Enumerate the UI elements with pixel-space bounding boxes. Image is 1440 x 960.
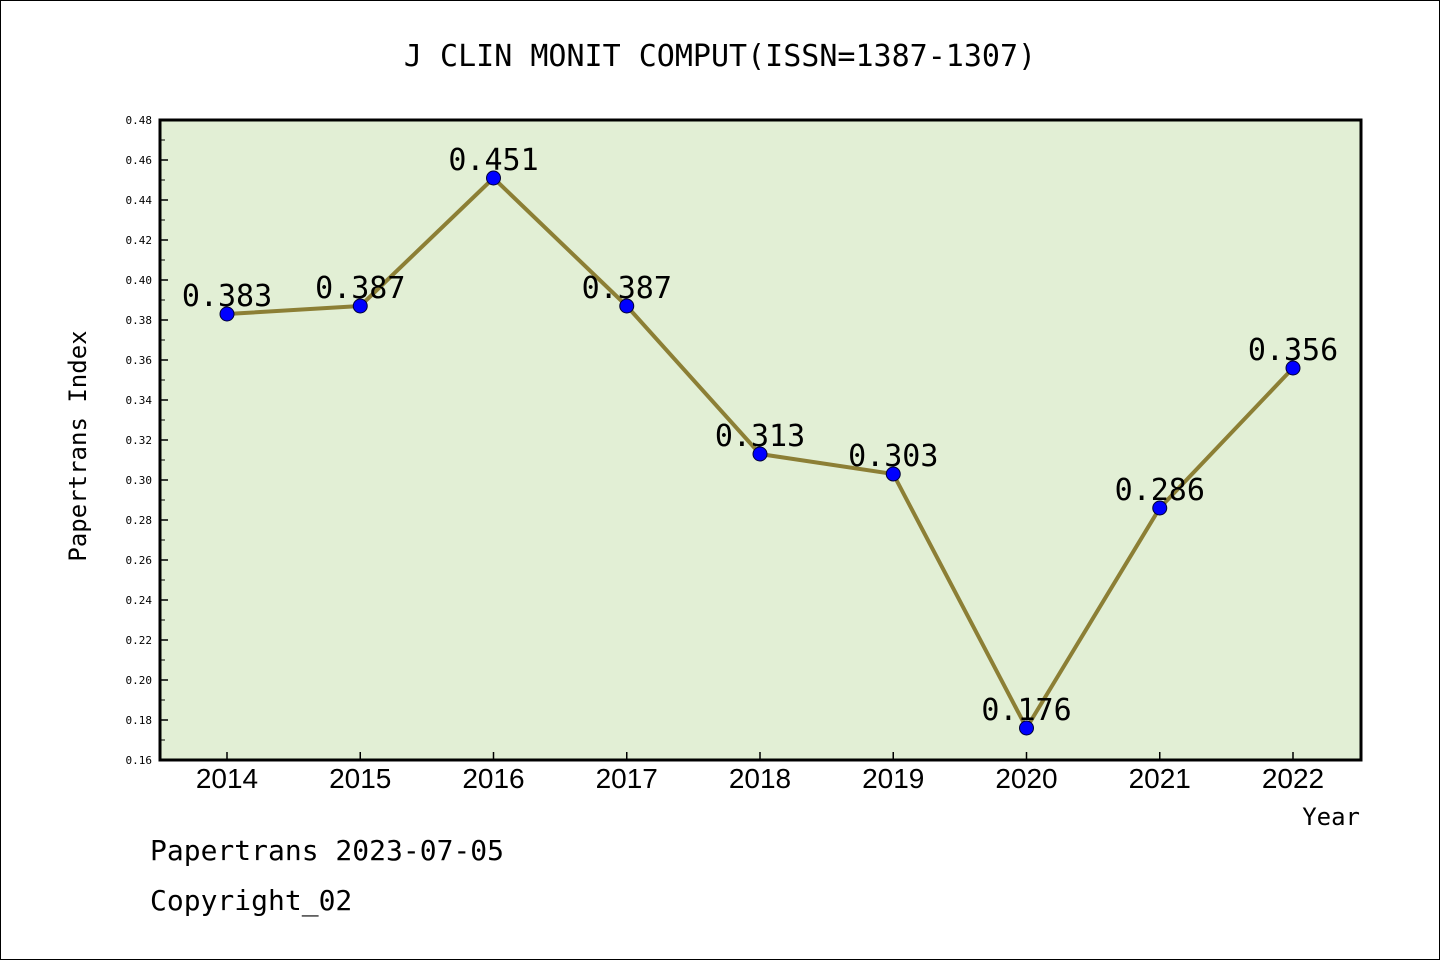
y-tick-label: 0.34 (126, 394, 153, 407)
y-tick-label: 0.36 (126, 354, 153, 367)
data-point-2022 (1285, 360, 1301, 376)
data-label-2020: 0.176 (981, 693, 1071, 728)
y-tick-label: 0.40 (126, 274, 153, 287)
data-point-2019 (885, 466, 901, 482)
data-label-2014: 0.383 (182, 279, 272, 314)
x-tick-label-2021: 2021 (1129, 763, 1191, 794)
y-axis-tick-labels: 0.16 0.18 0.20 0.22 0.24 0.26 0.28 0.30 0.32 0.34… (126, 114, 153, 767)
y-tick-label: 0.24 (126, 594, 153, 607)
data-point-2018 (752, 446, 768, 462)
data-labels: 0.383 0.387 0.451 0.387 0.313 0.303 0.176 0.286… (182, 143, 1338, 728)
data-label-2022: 0.356 (1248, 333, 1338, 368)
y-tick-label: 0.18 (126, 714, 153, 727)
data-point-2017 (619, 298, 635, 314)
data-point-2020 (1019, 720, 1034, 736)
plot-area (158, 118, 1363, 762)
data-label-2018: 0.313 (715, 419, 805, 454)
y-tick-label: 0.16 (126, 754, 153, 767)
x-axis-ticks (226, 752, 1294, 760)
y-tick-label: 0.20 (126, 674, 153, 687)
y-tick-label: 0.32 (126, 434, 153, 447)
footer-date: Papertrans 2023-07-05 (150, 834, 505, 867)
data-label-2021: 0.286 (1115, 473, 1205, 508)
y-tick-label: 0.42 (126, 234, 153, 247)
footer-copyright: Copyright_02 (150, 884, 353, 917)
y-axis-label: Papertrans Index (64, 330, 92, 561)
data-label-2015: 0.387 (315, 271, 405, 306)
data-points (219, 170, 1301, 736)
x-tick-label-2015: 2015 (329, 763, 391, 794)
x-tick-label-2022: 2022 (1262, 763, 1324, 794)
x-tick-label-2014: 2014 (196, 763, 258, 794)
x-tick-label-2018: 2018 (729, 763, 791, 794)
y-tick-label: 0.46 (126, 154, 153, 167)
data-point-2015 (352, 298, 368, 314)
y-tick-label: 0.38 (126, 314, 153, 327)
y-tick-label: 0.44 (126, 194, 153, 207)
chart-title: J CLIN MONIT COMPUT(ISSN=1387-1307) (404, 39, 1036, 74)
x-axis-label: Year (1302, 803, 1360, 831)
y-tick-label: 0.26 (126, 554, 153, 567)
data-label-2016: 0.451 (448, 143, 538, 178)
data-label-2019: 0.303 (848, 439, 938, 474)
x-tick-label-2020: 2020 (995, 763, 1057, 794)
x-tick-label-2019: 2019 (862, 763, 924, 794)
x-axis-tick-labels: 2014 2015 2016 2017 2018 2019 2020 2021 2022 (196, 763, 1324, 794)
y-tick-label: 0.22 (126, 634, 153, 647)
data-point-2016 (486, 170, 501, 186)
y-axis-ticks (160, 119, 168, 761)
data-point-2014 (219, 306, 235, 322)
x-tick-label-2016: 2016 (462, 763, 524, 794)
data-point-2021 (1152, 500, 1168, 516)
y-tick-label: 0.28 (126, 514, 153, 527)
data-label-2017: 0.387 (582, 271, 672, 306)
y-tick-label: 0.30 (126, 474, 153, 487)
y-tick-label: 0.48 (126, 114, 153, 127)
x-tick-label-2017: 2017 (596, 763, 658, 794)
